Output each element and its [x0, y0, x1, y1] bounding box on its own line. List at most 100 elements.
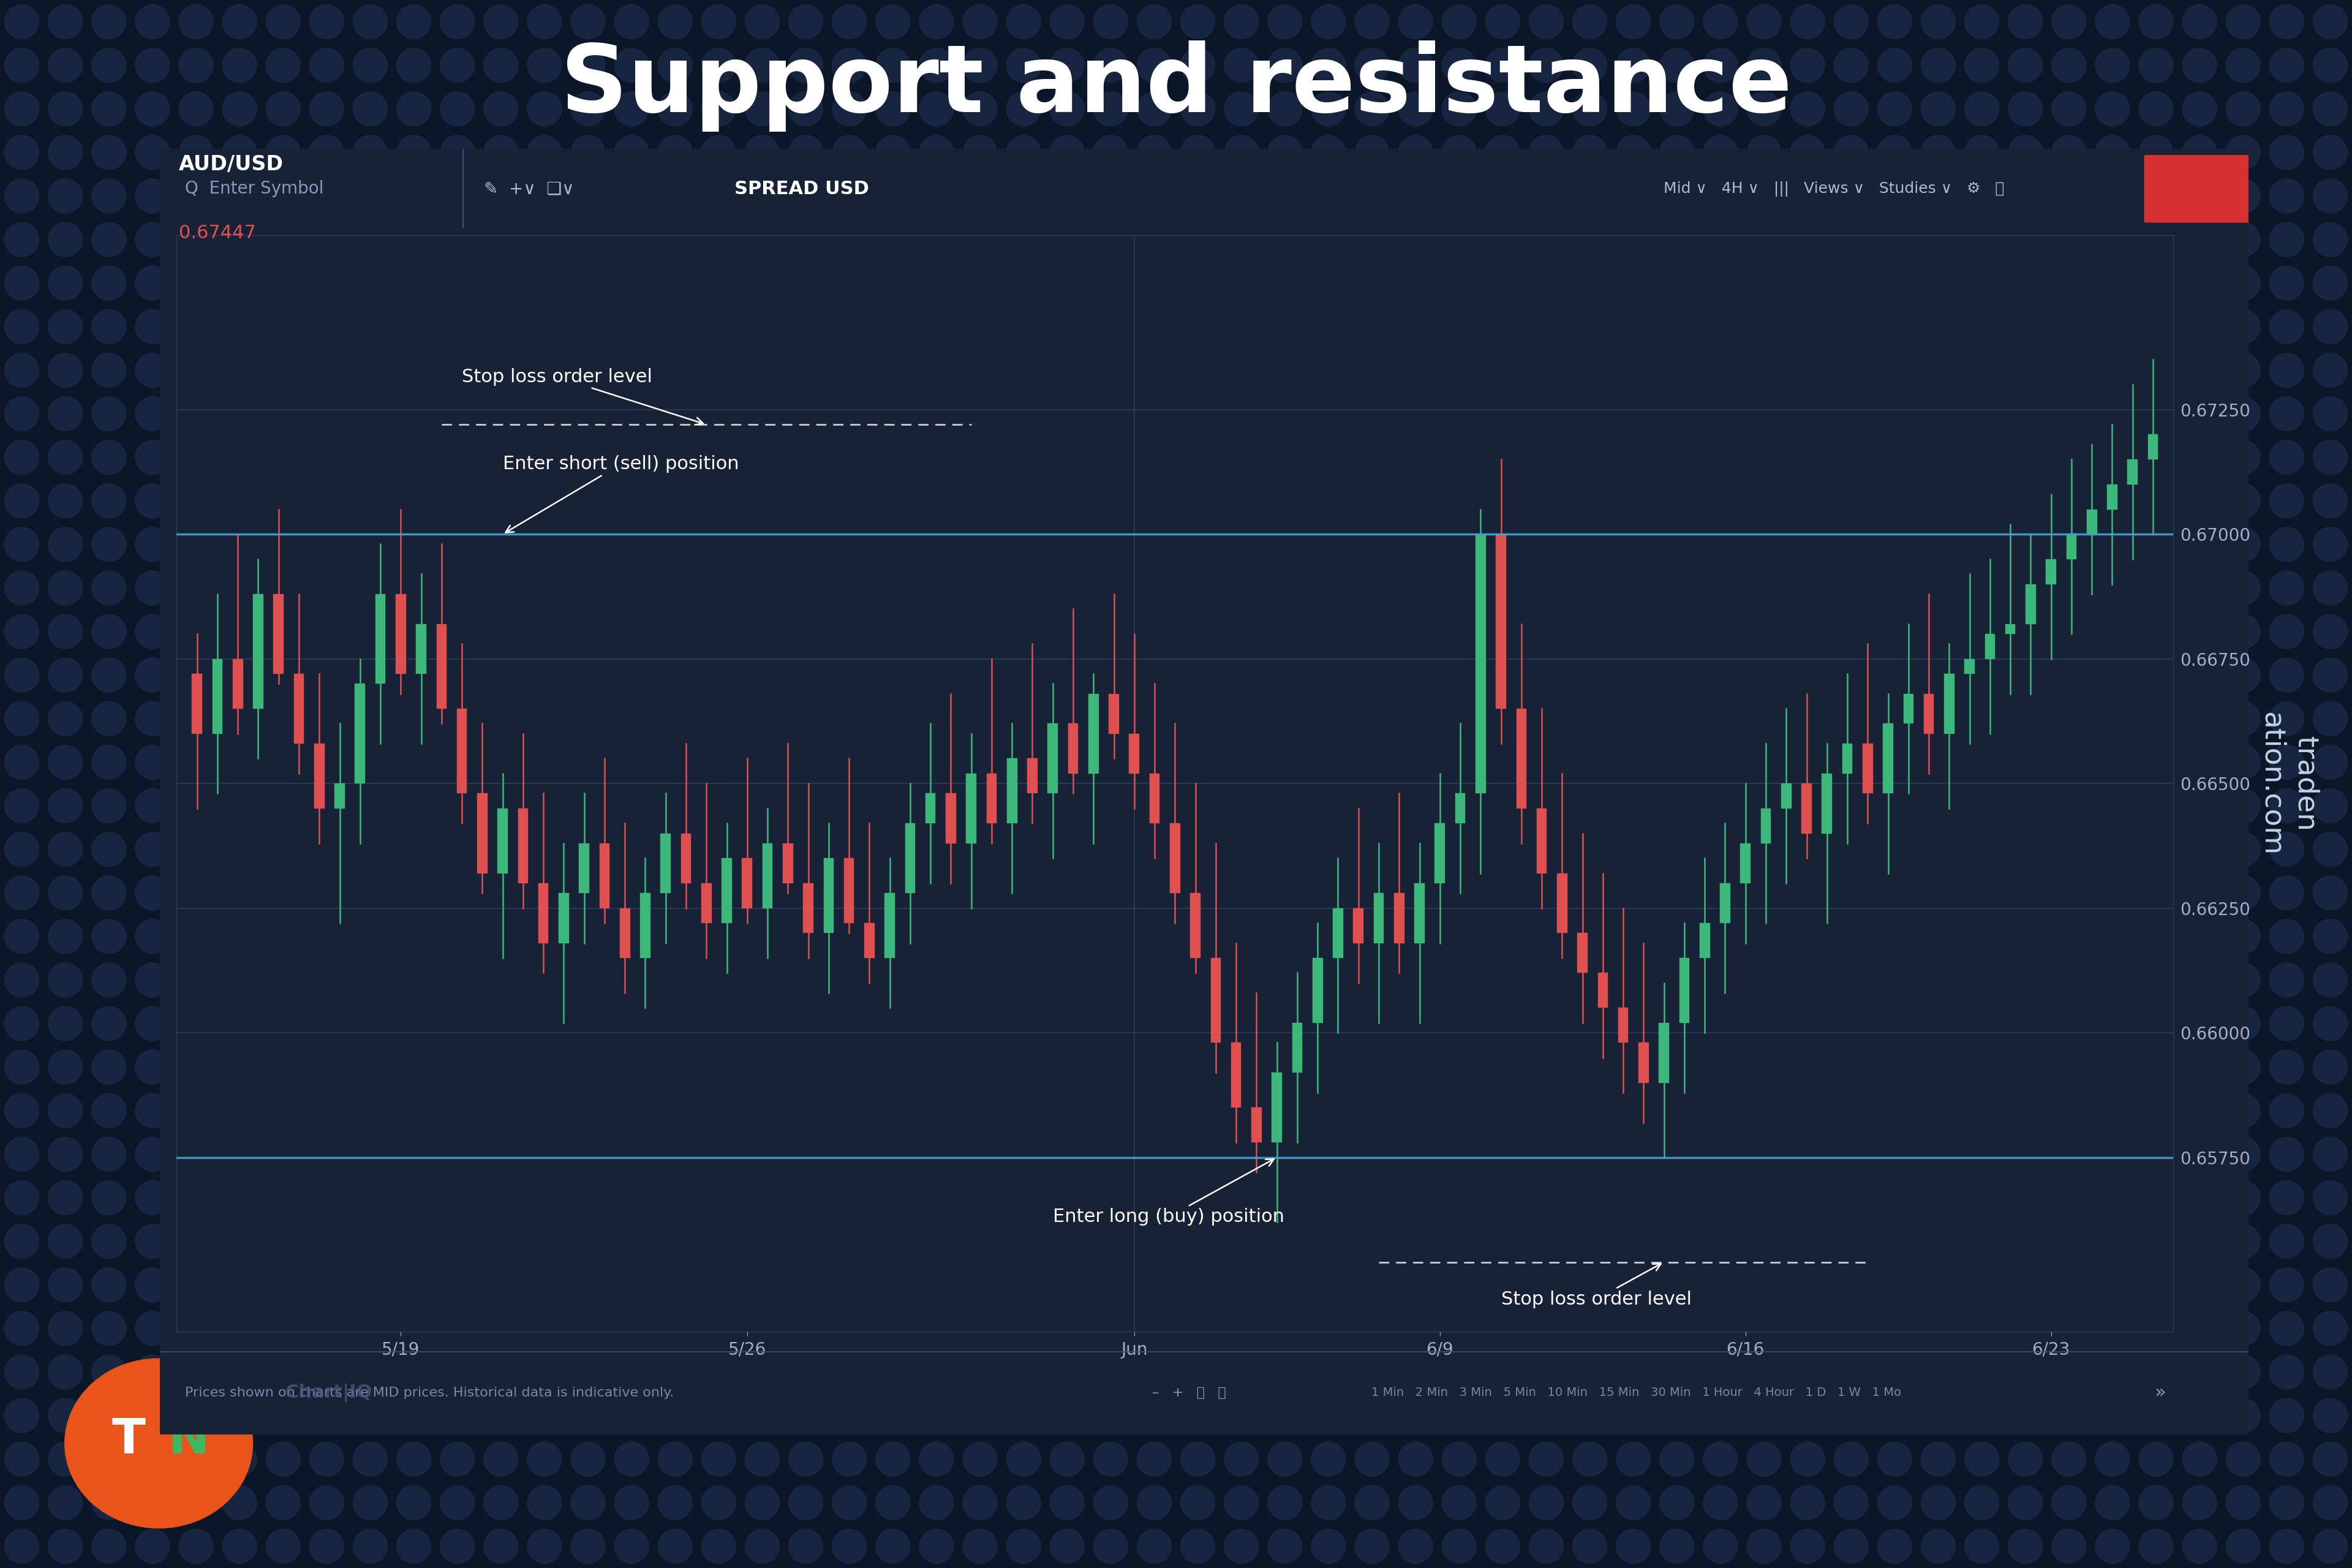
Circle shape: [353, 1311, 388, 1345]
Circle shape: [2096, 1269, 2129, 1301]
Circle shape: [1922, 1311, 1955, 1345]
Circle shape: [2138, 877, 2173, 909]
Circle shape: [1877, 1399, 1912, 1433]
Circle shape: [1049, 615, 1084, 649]
Circle shape: [1094, 1225, 1129, 1259]
Circle shape: [2009, 789, 2042, 823]
Circle shape: [746, 1225, 779, 1259]
Circle shape: [920, 309, 953, 343]
Circle shape: [47, 1399, 82, 1433]
Circle shape: [788, 659, 823, 691]
Circle shape: [920, 1007, 953, 1041]
Circle shape: [1703, 179, 1738, 213]
Circle shape: [659, 1181, 691, 1215]
Circle shape: [1661, 527, 1693, 561]
Circle shape: [1049, 1093, 1084, 1127]
Circle shape: [1007, 5, 1040, 39]
Circle shape: [2312, 877, 2347, 909]
Circle shape: [1181, 527, 1216, 561]
Circle shape: [614, 1137, 649, 1171]
Circle shape: [5, 223, 40, 257]
Circle shape: [614, 571, 649, 605]
Circle shape: [2312, 1269, 2347, 1301]
Circle shape: [1007, 833, 1040, 867]
Circle shape: [746, 1399, 779, 1433]
Circle shape: [1223, 1007, 1258, 1041]
Circle shape: [353, 267, 388, 299]
Circle shape: [1007, 223, 1040, 257]
Circle shape: [5, 49, 40, 83]
Bar: [946, 793, 955, 844]
Circle shape: [1922, 1007, 1955, 1041]
Circle shape: [1616, 49, 1651, 83]
Circle shape: [1049, 93, 1084, 125]
Circle shape: [2096, 919, 2129, 953]
Circle shape: [1486, 1485, 1519, 1519]
Circle shape: [92, 135, 127, 169]
Circle shape: [2051, 1399, 2086, 1433]
Circle shape: [266, 267, 301, 299]
Circle shape: [47, 615, 82, 649]
Bar: [1312, 958, 1322, 1022]
Circle shape: [2009, 833, 2042, 867]
Circle shape: [47, 1051, 82, 1083]
Circle shape: [1442, 1093, 1477, 1127]
Circle shape: [1442, 1181, 1477, 1215]
Circle shape: [1661, 833, 1693, 867]
Circle shape: [1835, 1007, 1867, 1041]
Circle shape: [397, 267, 430, 299]
Bar: [193, 674, 202, 734]
Circle shape: [746, 877, 779, 909]
Circle shape: [1181, 615, 1216, 649]
Circle shape: [1136, 1181, 1171, 1215]
Circle shape: [397, 1007, 430, 1041]
Circle shape: [614, 701, 649, 735]
Bar: [906, 823, 915, 894]
Circle shape: [746, 615, 779, 649]
Circle shape: [136, 223, 169, 257]
Bar: [2025, 583, 2037, 624]
Circle shape: [788, 485, 823, 517]
Circle shape: [5, 1443, 40, 1475]
Circle shape: [1616, 1225, 1651, 1259]
Circle shape: [1835, 353, 1867, 387]
Circle shape: [2312, 1181, 2347, 1215]
Circle shape: [1442, 1137, 1477, 1171]
Circle shape: [1223, 701, 1258, 735]
Circle shape: [310, 5, 343, 39]
Circle shape: [920, 1311, 953, 1345]
Circle shape: [1094, 223, 1129, 257]
Circle shape: [1661, 267, 1693, 299]
Circle shape: [1049, 963, 1084, 997]
Circle shape: [1442, 1529, 1477, 1563]
Circle shape: [1007, 877, 1040, 909]
Circle shape: [1661, 1093, 1693, 1127]
Circle shape: [746, 571, 779, 605]
Circle shape: [223, 571, 256, 605]
Circle shape: [1007, 659, 1040, 691]
Circle shape: [746, 93, 779, 125]
Circle shape: [1616, 1485, 1651, 1519]
Circle shape: [1268, 963, 1303, 997]
Circle shape: [92, 877, 127, 909]
Circle shape: [353, 1007, 388, 1041]
Circle shape: [266, 1399, 301, 1433]
Circle shape: [5, 267, 40, 299]
Circle shape: [1790, 309, 1825, 343]
Circle shape: [353, 1093, 388, 1127]
Circle shape: [397, 1269, 430, 1301]
Circle shape: [659, 309, 691, 343]
Circle shape: [179, 745, 214, 779]
Circle shape: [833, 963, 866, 997]
Circle shape: [266, 1225, 301, 1259]
Circle shape: [875, 701, 910, 735]
Circle shape: [440, 309, 475, 343]
Circle shape: [223, 919, 256, 953]
Circle shape: [1049, 1051, 1084, 1083]
Circle shape: [1573, 1399, 1606, 1433]
Circle shape: [1748, 1399, 1780, 1433]
Circle shape: [2183, 93, 2216, 125]
Circle shape: [397, 353, 430, 387]
Circle shape: [572, 1007, 604, 1041]
Circle shape: [614, 659, 649, 691]
